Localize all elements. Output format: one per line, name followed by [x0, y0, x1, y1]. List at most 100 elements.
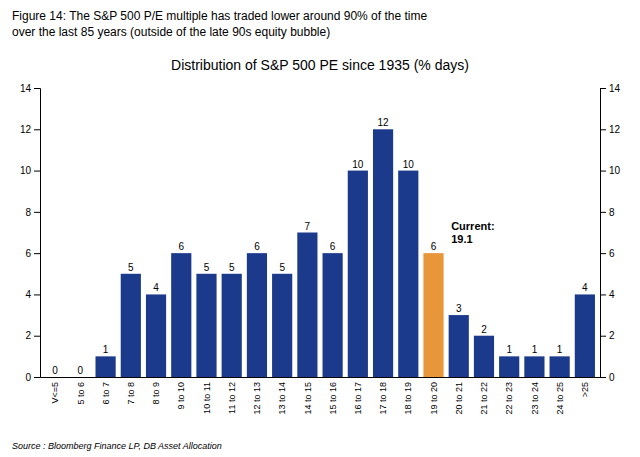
bar: [70, 377, 90, 378]
title: Distribution of S&P 500 PE since 1935 (%…: [171, 57, 469, 73]
tick-label: 10: [20, 165, 32, 176]
data-label: 3: [456, 303, 462, 314]
tick-label: 11 to 12: [227, 382, 237, 414]
tick: 8 to 9: [151, 377, 161, 405]
data-labels: 0015465565761012106321114: [52, 117, 588, 376]
tick: 2: [25, 330, 40, 341]
data-label: 0: [52, 365, 58, 376]
tick-label: 23 to 24: [530, 382, 540, 415]
tick-label: 12 to 13: [252, 382, 262, 415]
tick-label: 19 to 20: [429, 382, 439, 415]
tick-label: 8: [25, 207, 31, 218]
tick-label: 17 to 18: [378, 382, 388, 415]
data-label: 4: [582, 282, 588, 293]
tick: 4: [25, 289, 40, 300]
tick-label: 5 to 6: [76, 382, 86, 405]
tick-mark: [600, 294, 606, 295]
tick-label: 14 to 15: [303, 382, 313, 415]
tick-mark: [600, 129, 606, 130]
tick: 22 to 23: [504, 377, 514, 415]
tick-label: 10 to 11: [202, 382, 212, 414]
tick: 19 to 20: [429, 377, 439, 415]
tick: 8: [600, 207, 615, 218]
bar: [45, 377, 65, 378]
bar: [575, 294, 595, 377]
data-label: 1: [557, 344, 563, 355]
tick-label: 9 to 10: [176, 382, 186, 410]
tick-mark: [600, 88, 606, 89]
tick-label: 0: [609, 372, 615, 383]
tick: 10 to 11: [202, 377, 212, 414]
bar: [121, 274, 141, 377]
tick: 14: [20, 83, 40, 94]
bar: [550, 356, 570, 377]
tick-label: 8 to 9: [151, 382, 161, 405]
tick-label: 2: [25, 330, 31, 341]
data-label: 5: [279, 262, 285, 273]
bar: [272, 274, 292, 377]
tick-label: 14: [20, 83, 32, 94]
tick-label: 6: [25, 248, 31, 259]
chart: Figure 14: The S&P 500 P/E multiple has …: [0, 0, 640, 457]
tick: 5 to 6: [76, 377, 86, 405]
data-label: 6: [178, 241, 184, 252]
tick: 0: [25, 372, 40, 383]
tick-mark: [34, 129, 40, 130]
tick-mark: [600, 212, 606, 213]
axis-line: [41, 377, 601, 378]
tick: 12: [20, 124, 40, 135]
bar: [398, 171, 418, 377]
data-label: 5: [204, 262, 210, 273]
tick-mark: [34, 212, 40, 213]
tick: 8: [25, 207, 40, 218]
tick-label: 21 to 22: [479, 382, 489, 415]
tick: 6 to 7: [101, 377, 111, 405]
bar: [95, 356, 115, 377]
data-label: 5: [128, 262, 134, 273]
tick-label: 15 to 16: [328, 382, 338, 415]
tick: 21 to 22: [479, 377, 489, 415]
annotation-line: Current:: [451, 220, 494, 232]
bar: [449, 315, 469, 377]
tick-label: 13 to 14: [277, 382, 287, 415]
tick-label: 20 to 21: [454, 382, 464, 415]
data-label: 0: [78, 365, 84, 376]
tick: 10: [600, 165, 621, 176]
tick: 10: [20, 165, 40, 176]
data-label: 10: [403, 159, 415, 170]
tick-label: 10: [609, 165, 621, 176]
header-text: Figure 14: The S&P 500 P/E multiple has …: [12, 9, 427, 23]
tick: 24 to 25: [555, 377, 565, 415]
tick: 12 to 13: [252, 377, 262, 415]
tick-mark: [600, 377, 606, 378]
tick-label: 6 to 7: [101, 382, 111, 405]
tick-label: 12: [609, 124, 621, 135]
data-label: 4: [153, 282, 159, 293]
tick: 16 to 17: [353, 377, 363, 415]
bar: [247, 253, 267, 377]
data-label: 1: [103, 344, 109, 355]
tick: 13 to 14: [277, 377, 287, 415]
tick-mark: [34, 88, 40, 89]
tick-label: 2: [609, 330, 615, 341]
tick-mark: [34, 336, 40, 337]
tick-label: 4: [609, 289, 615, 300]
tick: 0: [600, 372, 615, 383]
tick: >25: [580, 377, 590, 397]
bar: [297, 233, 317, 378]
bar: [474, 336, 494, 377]
data-label: 7: [305, 221, 311, 232]
tick: 14: [600, 83, 621, 94]
tick-mark: [34, 253, 40, 254]
tick-label: >25: [580, 382, 590, 397]
bar: [171, 253, 191, 377]
bar: [499, 356, 519, 377]
data-label: 6: [254, 241, 260, 252]
bar: [524, 356, 544, 377]
axis-line: [601, 89, 607, 378]
bar: [146, 294, 166, 377]
bar: [348, 171, 368, 377]
tick: 17 to 18: [378, 377, 388, 415]
tick-mark: [34, 294, 40, 295]
y2-axis: 02468101214: [600, 83, 621, 383]
